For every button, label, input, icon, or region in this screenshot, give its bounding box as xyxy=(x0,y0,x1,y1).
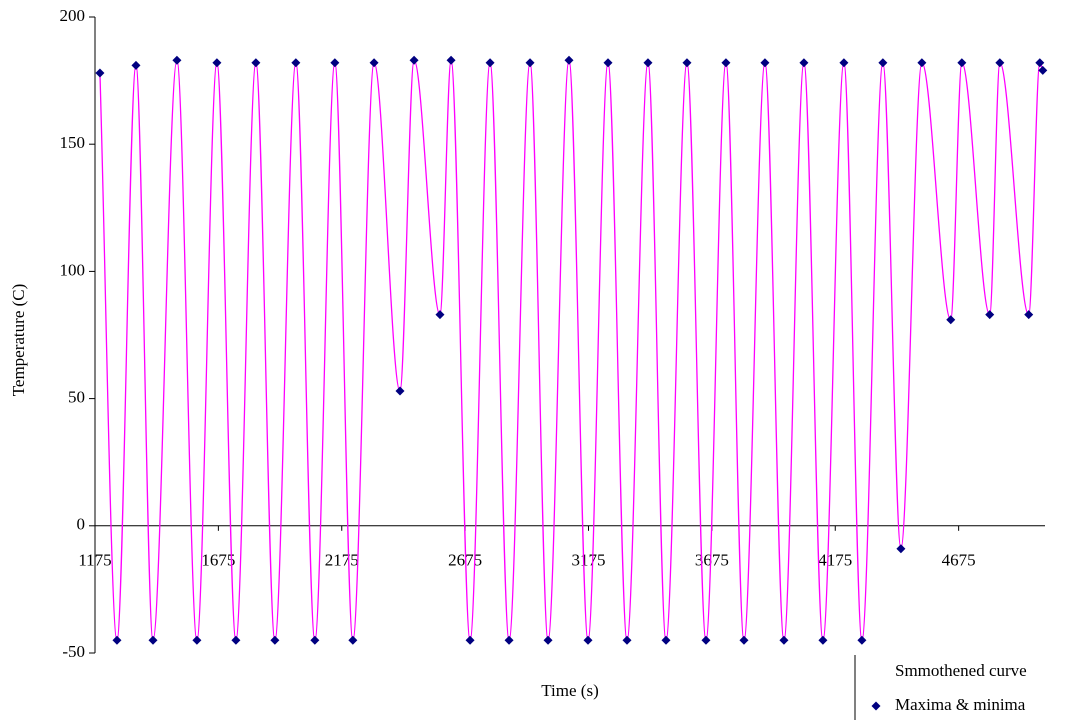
extremum-point xyxy=(661,635,671,645)
extremum-point xyxy=(603,58,613,68)
x-tick-label: 3175 xyxy=(572,551,606,570)
extremum-point xyxy=(583,635,593,645)
extremum-point xyxy=(212,58,222,68)
x-tick-label: 4675 xyxy=(942,551,976,570)
extremum-point xyxy=(525,58,535,68)
y-axis-label: Temperature (C) xyxy=(9,284,28,397)
extremum-point xyxy=(172,55,182,65)
extremum-point xyxy=(1024,310,1034,320)
x-tick-label: 2175 xyxy=(325,551,359,570)
extremum-point xyxy=(95,68,105,78)
extremum-point xyxy=(369,58,379,68)
x-tick-label: 4175 xyxy=(818,551,852,570)
extremum-point xyxy=(839,58,849,68)
extremum-point xyxy=(760,58,770,68)
y-tick-label: 50 xyxy=(68,388,85,407)
extremum-point xyxy=(446,55,456,65)
extremum-point xyxy=(1038,65,1048,75)
y-tick-label: 150 xyxy=(60,133,86,152)
extremum-point xyxy=(995,58,1005,68)
extremum-point xyxy=(409,55,419,65)
legend-label: Maxima & minima xyxy=(895,695,1026,714)
extremum-point xyxy=(564,55,574,65)
x-tick-label: 3675 xyxy=(695,551,729,570)
extremum-point xyxy=(643,58,653,68)
extremum-point xyxy=(270,635,280,645)
x-tick-label: 1175 xyxy=(78,551,111,570)
extremum-point xyxy=(348,635,358,645)
extremum-point xyxy=(330,58,340,68)
x-axis-label: Time (s) xyxy=(541,681,598,700)
extremum-point xyxy=(878,58,888,68)
legend-label: Smmothened curve xyxy=(895,661,1027,680)
extremum-point xyxy=(721,58,731,68)
extremum-point xyxy=(857,635,867,645)
extremum-point xyxy=(739,635,749,645)
extremum-point xyxy=(1035,58,1045,68)
y-tick-label: 200 xyxy=(60,6,86,25)
extremum-point xyxy=(395,386,405,396)
extremum-point xyxy=(818,635,828,645)
y-tick-label: 100 xyxy=(60,260,86,279)
extremum-point xyxy=(291,58,301,68)
extremum-point xyxy=(946,315,956,325)
extremum-point xyxy=(231,635,241,645)
x-tick-label: 1675 xyxy=(201,551,235,570)
extremum-point xyxy=(251,58,261,68)
extremum-point xyxy=(310,635,320,645)
y-tick-label: 0 xyxy=(77,515,86,534)
extremum-point xyxy=(543,635,553,645)
extremum-point xyxy=(192,635,202,645)
extremum-point xyxy=(682,58,692,68)
curve xyxy=(99,59,1044,641)
extremum-point xyxy=(779,635,789,645)
extremum-point xyxy=(985,310,995,320)
extremum-point xyxy=(112,635,122,645)
extremum-point xyxy=(131,60,141,70)
extremum-point xyxy=(917,58,927,68)
extremum-point xyxy=(485,58,495,68)
extremum-point xyxy=(465,635,475,645)
extremum-point xyxy=(504,635,514,645)
extremum-point xyxy=(896,544,906,554)
extremum-point xyxy=(435,310,445,320)
extremum-point xyxy=(799,58,809,68)
extremum-point xyxy=(148,635,158,645)
y-tick-label: -50 xyxy=(62,642,85,661)
legend-marker xyxy=(871,701,881,711)
extremum-point xyxy=(701,635,711,645)
extremum-point xyxy=(622,635,632,645)
extremum-point xyxy=(957,58,967,68)
